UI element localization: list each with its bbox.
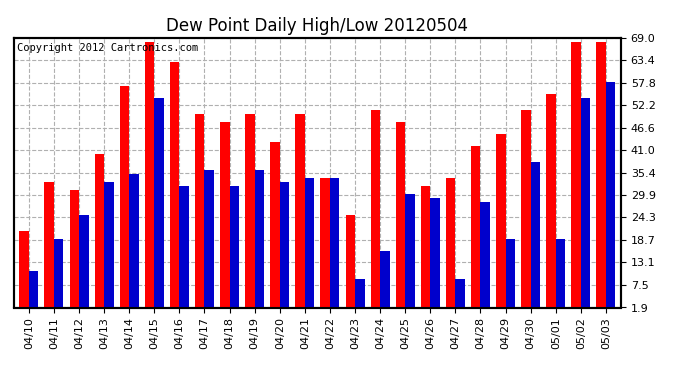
Bar bbox=[521, 110, 531, 315]
Bar bbox=[395, 122, 405, 315]
Bar bbox=[606, 82, 615, 315]
Bar bbox=[155, 98, 164, 315]
Bar bbox=[44, 182, 54, 315]
Bar bbox=[54, 239, 63, 315]
Bar bbox=[571, 42, 581, 315]
Bar bbox=[330, 178, 339, 315]
Bar bbox=[446, 178, 455, 315]
Bar bbox=[496, 134, 506, 315]
Bar bbox=[555, 239, 565, 315]
Bar bbox=[70, 190, 79, 315]
Bar bbox=[230, 186, 239, 315]
Bar bbox=[179, 186, 189, 315]
Bar bbox=[371, 110, 380, 315]
Bar bbox=[279, 182, 289, 315]
Title: Dew Point Daily High/Low 20120504: Dew Point Daily High/Low 20120504 bbox=[166, 16, 469, 34]
Bar bbox=[421, 186, 431, 315]
Bar bbox=[255, 170, 264, 315]
Bar bbox=[129, 174, 139, 315]
Bar bbox=[431, 198, 440, 315]
Bar bbox=[596, 42, 606, 315]
Bar bbox=[346, 214, 355, 315]
Bar bbox=[581, 98, 591, 315]
Bar bbox=[95, 154, 104, 315]
Bar bbox=[79, 214, 88, 315]
Bar bbox=[471, 146, 480, 315]
Bar bbox=[295, 114, 305, 315]
Bar bbox=[355, 279, 364, 315]
Bar bbox=[104, 182, 114, 315]
Bar bbox=[19, 231, 29, 315]
Bar bbox=[270, 142, 279, 315]
Bar bbox=[119, 86, 129, 315]
Bar bbox=[245, 114, 255, 315]
Bar bbox=[204, 170, 214, 315]
Bar bbox=[145, 42, 155, 315]
Bar bbox=[405, 194, 415, 315]
Text: Copyright 2012 Cartronics.com: Copyright 2012 Cartronics.com bbox=[17, 43, 198, 53]
Bar bbox=[480, 202, 490, 315]
Bar bbox=[320, 178, 330, 315]
Bar bbox=[220, 122, 230, 315]
Bar bbox=[305, 178, 315, 315]
Bar bbox=[195, 114, 204, 315]
Bar bbox=[531, 162, 540, 315]
Bar bbox=[546, 94, 555, 315]
Bar bbox=[170, 62, 179, 315]
Bar bbox=[455, 279, 465, 315]
Bar bbox=[380, 251, 390, 315]
Bar bbox=[506, 239, 515, 315]
Bar bbox=[29, 271, 39, 315]
